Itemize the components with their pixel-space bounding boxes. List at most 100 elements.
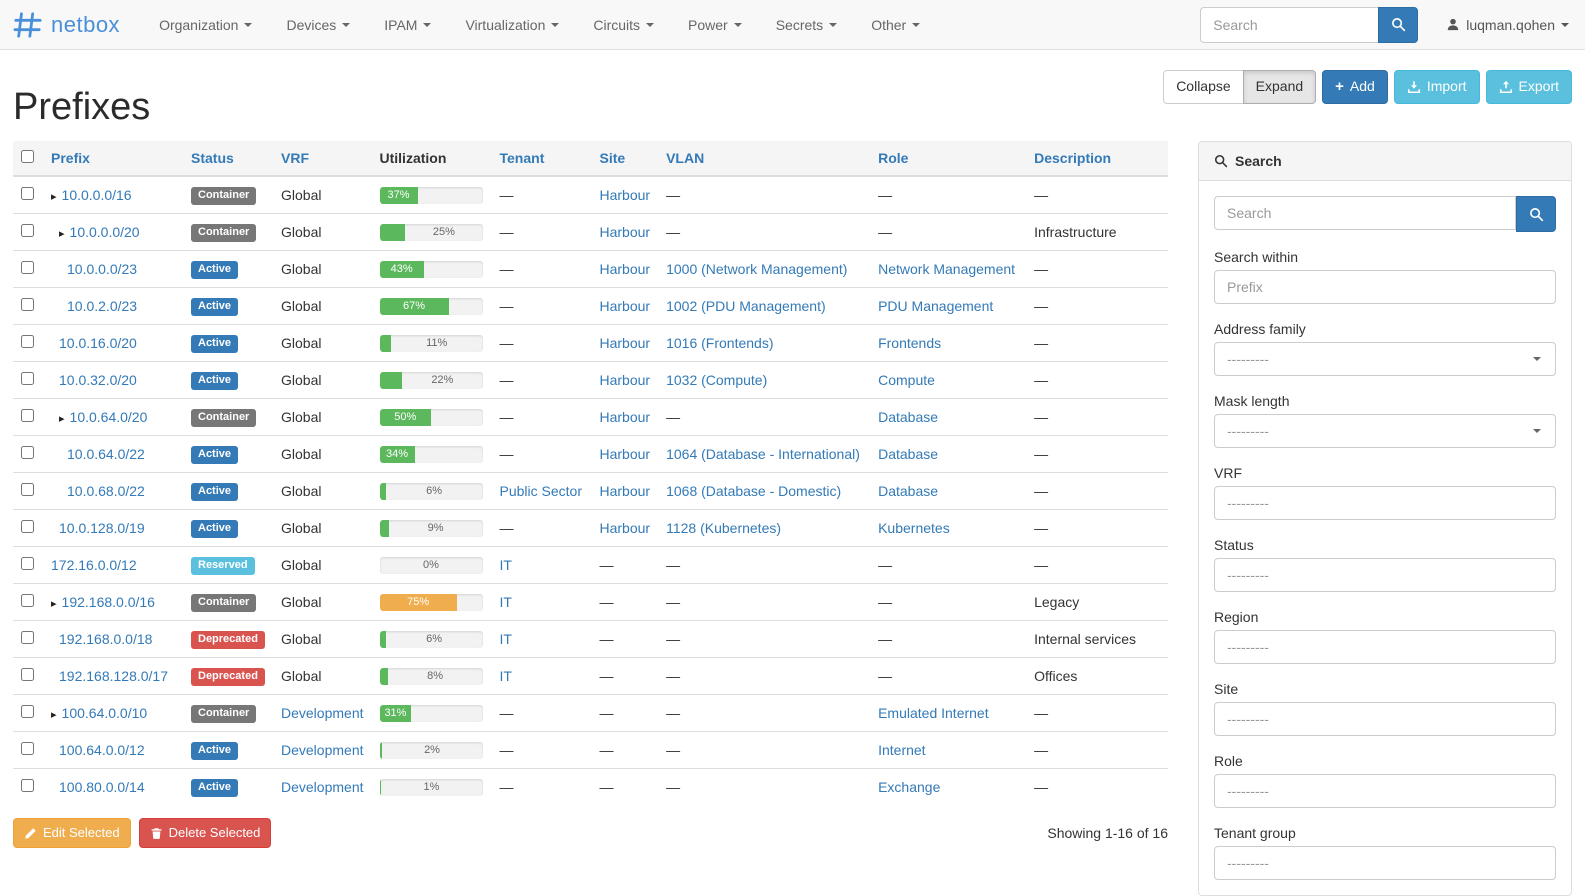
prefix-link[interactable]: 100.64.0.0/12 xyxy=(59,742,145,758)
vlan-link[interactable]: 1128 (Kubernetes) xyxy=(666,520,782,536)
row-checkbox[interactable] xyxy=(21,446,34,459)
filter-input-tenant-group[interactable] xyxy=(1214,846,1556,880)
row-checkbox[interactable] xyxy=(21,557,34,570)
role-link[interactable]: PDU Management xyxy=(878,298,994,314)
prefix-link[interactable]: 100.80.0.0/14 xyxy=(59,779,145,795)
site-link[interactable]: Harbour xyxy=(599,224,651,240)
column-sort-link[interactable]: VRF xyxy=(281,150,309,166)
role-link[interactable]: Emulated Internet xyxy=(878,705,989,721)
row-checkbox[interactable] xyxy=(21,631,34,644)
prefix-link[interactable]: 10.0.0.0/20 xyxy=(69,224,140,240)
row-checkbox[interactable] xyxy=(21,224,34,237)
vrf-link[interactable]: Development xyxy=(281,705,364,721)
filter-input-role[interactable] xyxy=(1214,774,1556,808)
prefix-link[interactable]: 10.0.64.0/22 xyxy=(67,446,145,462)
prefix-link[interactable]: 100.64.0.0/10 xyxy=(61,705,148,721)
filter-search-input[interactable] xyxy=(1214,196,1516,230)
prefix-link[interactable]: 10.0.0.0/23 xyxy=(67,261,138,277)
role-link[interactable]: Frontends xyxy=(878,335,942,351)
expand-button[interactable]: Expand xyxy=(1242,70,1317,104)
vlan-link[interactable]: 1016 (Frontends) xyxy=(666,335,774,351)
prefix-link[interactable]: 10.0.0.0/16 xyxy=(61,187,132,203)
netbox-brand[interactable]: netbox xyxy=(12,11,120,39)
vlan-link[interactable]: 1000 (Network Management) xyxy=(666,261,848,277)
filter-input-vrf[interactable] xyxy=(1214,486,1556,520)
prefix-link[interactable]: 10.0.16.0/20 xyxy=(59,335,137,351)
site-link[interactable]: Harbour xyxy=(599,520,651,536)
tenant-link[interactable]: IT xyxy=(499,594,512,610)
site-link[interactable]: Harbour xyxy=(599,409,651,425)
nav-item-organization[interactable]: Organization xyxy=(142,0,269,50)
tenant-link[interactable]: IT xyxy=(499,557,512,573)
filter-input-status[interactable] xyxy=(1214,558,1556,592)
filter-select-mask-length[interactable]: --------- xyxy=(1214,414,1556,448)
row-checkbox[interactable] xyxy=(21,742,34,755)
column-sort-link[interactable]: Tenant xyxy=(499,150,545,166)
site-link[interactable]: Harbour xyxy=(599,298,651,314)
row-checkbox[interactable] xyxy=(21,372,34,385)
filter-select-address-family[interactable]: --------- xyxy=(1214,342,1556,376)
role-link[interactable]: Database xyxy=(878,446,939,462)
role-link[interactable]: Exchange xyxy=(878,779,941,795)
nav-item-power[interactable]: Power xyxy=(671,0,759,50)
role-link[interactable]: Compute xyxy=(878,372,935,388)
prefix-link[interactable]: 172.16.0.0/12 xyxy=(51,557,137,573)
nav-item-secrets[interactable]: Secrets xyxy=(759,0,854,50)
search-input[interactable] xyxy=(1200,6,1379,43)
row-checkbox[interactable] xyxy=(21,779,34,792)
collapse-button[interactable]: Collapse xyxy=(1163,70,1244,104)
column-sort-link[interactable]: Description xyxy=(1034,150,1112,166)
prefix-link[interactable]: 10.0.2.0/23 xyxy=(67,298,138,314)
select-all-checkbox[interactable] xyxy=(21,150,34,163)
column-sort-link[interactable]: Prefix xyxy=(51,150,90,166)
prefix-link[interactable]: 10.0.128.0/19 xyxy=(59,520,145,536)
role-link[interactable]: Database xyxy=(878,483,939,499)
tenant-link[interactable]: IT xyxy=(499,631,512,647)
user-menu[interactable]: luqman.qohen xyxy=(1446,17,1569,33)
row-checkbox[interactable] xyxy=(21,187,34,200)
prefix-link[interactable]: 10.0.64.0/20 xyxy=(69,409,148,425)
vlan-link[interactable]: 1032 (Compute) xyxy=(666,372,768,388)
tenant-link[interactable]: Public Sector xyxy=(499,483,582,499)
row-checkbox[interactable] xyxy=(21,298,34,311)
role-link[interactable]: Kubernetes xyxy=(878,520,950,536)
row-checkbox[interactable] xyxy=(21,520,34,533)
prefix-link[interactable]: 192.168.128.0/17 xyxy=(59,668,168,684)
nav-item-ipam[interactable]: IPAM xyxy=(367,0,448,50)
add-button[interactable]: + Add xyxy=(1322,70,1388,104)
nav-item-other[interactable]: Other xyxy=(854,0,937,50)
filter-search-button[interactable] xyxy=(1516,196,1556,232)
column-sort-link[interactable]: Status xyxy=(191,150,234,166)
edit-selected-button[interactable]: Edit Selected xyxy=(13,818,131,849)
row-checkbox[interactable] xyxy=(21,335,34,348)
vlan-link[interactable]: 1064 (Database - International) xyxy=(666,446,860,462)
search-button[interactable] xyxy=(1378,6,1419,43)
site-link[interactable]: Harbour xyxy=(599,187,651,203)
prefix-link[interactable]: 10.0.32.0/20 xyxy=(59,372,137,388)
nav-item-devices[interactable]: Devices xyxy=(269,0,367,50)
row-checkbox[interactable] xyxy=(21,409,34,422)
role-link[interactable]: Network Management xyxy=(878,261,1016,277)
export-button[interactable]: Export xyxy=(1485,70,1572,104)
column-sort-link[interactable]: Site xyxy=(599,150,626,166)
site-link[interactable]: Harbour xyxy=(599,446,651,462)
vlan-link[interactable]: 1002 (PDU Management) xyxy=(666,298,826,314)
delete-selected-button[interactable]: Delete Selected xyxy=(138,818,272,849)
tenant-link[interactable]: IT xyxy=(499,668,512,684)
column-sort-link[interactable]: VLAN xyxy=(666,150,705,166)
row-checkbox[interactable] xyxy=(21,261,34,274)
prefix-link[interactable]: 192.168.0.0/16 xyxy=(61,594,155,610)
site-link[interactable]: Harbour xyxy=(599,483,651,499)
nav-item-virtualization[interactable]: Virtualization xyxy=(448,0,576,50)
site-link[interactable]: Harbour xyxy=(599,261,651,277)
filter-input-region[interactable] xyxy=(1214,630,1556,664)
row-checkbox[interactable] xyxy=(21,483,34,496)
vrf-link[interactable]: Development xyxy=(281,779,364,795)
import-button[interactable]: Import xyxy=(1393,70,1480,104)
prefix-link[interactable]: 192.168.0.0/18 xyxy=(59,631,153,647)
row-checkbox[interactable] xyxy=(21,668,34,681)
role-link[interactable]: Database xyxy=(878,409,939,425)
column-sort-link[interactable]: Role xyxy=(878,150,909,166)
row-checkbox[interactable] xyxy=(21,594,34,607)
vlan-link[interactable]: 1068 (Database - Domestic) xyxy=(666,483,842,499)
